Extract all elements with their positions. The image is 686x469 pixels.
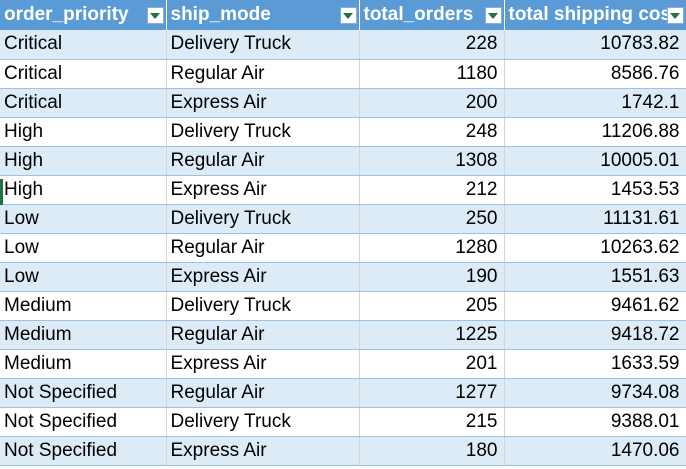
cell-total-shipping-cost[interactable]: 9418.72	[504, 320, 686, 350]
table-row: High Express Air 212 1453.53	[0, 175, 686, 205]
cell-order-priority[interactable]: Medium	[0, 349, 167, 379]
cell-total-shipping-cost[interactable]: 1742.1	[504, 88, 686, 118]
cell-total-orders[interactable]: 180	[359, 436, 505, 466]
cell-ship-mode[interactable]: Express Air	[166, 349, 360, 379]
table-row: Medium Regular Air 1225 9418.72	[0, 320, 686, 350]
cell-total-orders[interactable]: 215	[359, 407, 505, 437]
cell-ship-mode[interactable]: Delivery Truck	[166, 291, 360, 321]
cell-total-orders[interactable]: 1180	[359, 59, 505, 89]
cell-ship-mode[interactable]: Regular Air	[166, 320, 360, 350]
chevron-down-icon	[343, 12, 353, 19]
header-total-orders[interactable]: total_orders	[359, 0, 505, 30]
table-row: High Delivery Truck 248 11206.88	[0, 117, 686, 147]
table-row: Not Specified Regular Air 1277 9734.08	[0, 378, 686, 408]
cell-order-priority[interactable]: Critical	[0, 30, 167, 60]
cell-ship-mode[interactable]: Delivery Truck	[166, 204, 360, 234]
filter-dropdown-button[interactable]	[666, 7, 684, 24]
cell-ship-mode[interactable]: Express Air	[166, 262, 360, 292]
cell-ship-mode[interactable]: Express Air	[166, 175, 360, 205]
cell-total-shipping-cost[interactable]: 8586.76	[504, 59, 686, 89]
table-row: Critical Express Air 200 1742.1	[0, 88, 686, 118]
cell-total-shipping-cost[interactable]: 1551.63	[504, 262, 686, 292]
cell-order-priority[interactable]: Critical	[0, 88, 167, 118]
cell-order-priority[interactable]: High	[0, 117, 167, 147]
cell-ship-mode[interactable]: Regular Air	[166, 378, 360, 408]
cell-order-priority[interactable]: High	[0, 146, 167, 176]
cell-total-orders[interactable]: 1277	[359, 378, 505, 408]
header-label: ship_mode	[170, 4, 271, 25]
cell-total-orders[interactable]: 190	[359, 262, 505, 292]
cell-total-orders[interactable]: 1225	[359, 320, 505, 350]
cell-ship-mode[interactable]: Regular Air	[166, 59, 360, 89]
active-cell-indicator	[0, 179, 3, 205]
cell-total-shipping-cost[interactable]: 9734.08	[504, 378, 686, 408]
cell-total-shipping-cost[interactable]: 1453.53	[504, 175, 686, 205]
cell-total-orders[interactable]: 212	[359, 175, 505, 205]
cell-total-orders[interactable]: 250	[359, 204, 505, 234]
cell-order-priority[interactable]: Low	[0, 262, 167, 292]
table-row: Low Express Air 190 1551.63	[0, 262, 686, 292]
chevron-down-icon	[670, 12, 680, 19]
header-order-priority[interactable]: order_priority	[0, 0, 167, 30]
header-row: order_priority ship_mode total_orders to…	[0, 0, 686, 30]
cell-total-shipping-cost[interactable]: 11206.88	[504, 117, 686, 147]
cell-order-priority[interactable]: Medium	[0, 291, 167, 321]
table-row: Medium Delivery Truck 205 9461.62	[0, 291, 686, 321]
table-row: Medium Express Air 201 1633.59	[0, 349, 686, 379]
cell-order-priority[interactable]: Low	[0, 204, 167, 234]
cell-order-priority[interactable]: Low	[0, 233, 167, 263]
header-ship-mode[interactable]: ship_mode	[166, 0, 360, 30]
cell-total-shipping-cost[interactable]: 9461.62	[504, 291, 686, 321]
table-row: Low Delivery Truck 250 11131.61	[0, 204, 686, 234]
header-label: total_orders	[363, 4, 474, 25]
cell-total-shipping-cost[interactable]: 10263.62	[504, 233, 686, 263]
cell-total-orders[interactable]: 201	[359, 349, 505, 379]
cell-total-shipping-cost[interactable]: 10005.01	[504, 146, 686, 176]
cell-total-shipping-cost[interactable]: 11131.61	[504, 204, 686, 234]
filter-dropdown-button[interactable]	[146, 7, 164, 24]
table-row: High Regular Air 1308 10005.01	[0, 146, 686, 176]
cell-order-priority[interactable]: Not Specified	[0, 378, 167, 408]
cell-ship-mode[interactable]: Regular Air	[166, 146, 360, 176]
header-label: total shipping cos	[508, 4, 672, 25]
cell-order-priority[interactable]: Critical	[0, 59, 167, 89]
table-row: Critical Regular Air 1180 8586.76	[0, 59, 686, 89]
chevron-down-icon	[488, 12, 498, 19]
cell-order-priority[interactable]: High	[0, 175, 167, 205]
cell-total-shipping-cost[interactable]: 1633.59	[504, 349, 686, 379]
cell-total-orders[interactable]: 248	[359, 117, 505, 147]
chevron-down-icon	[150, 12, 160, 19]
cell-ship-mode[interactable]: Express Air	[166, 88, 360, 118]
header-label: order_priority	[4, 4, 129, 25]
table-body: Critical Delivery Truck 228 10783.82 Critica…	[0, 30, 686, 466]
cell-ship-mode[interactable]: Delivery Truck	[166, 30, 360, 60]
cell-order-priority[interactable]: Medium	[0, 320, 167, 350]
cell-total-orders[interactable]: 1280	[359, 233, 505, 263]
cell-total-orders[interactable]: 1308	[359, 146, 505, 176]
cell-total-shipping-cost[interactable]: 9388.01	[504, 407, 686, 437]
cell-total-orders[interactable]: 228	[359, 30, 505, 60]
cell-total-shipping-cost[interactable]: 10783.82	[504, 30, 686, 60]
cell-order-priority[interactable]: Not Specified	[0, 407, 167, 437]
cell-total-orders[interactable]: 200	[359, 88, 505, 118]
table-row: Low Regular Air 1280 10263.62	[0, 233, 686, 263]
header-total-shipping-cost[interactable]: total shipping cos	[504, 0, 686, 30]
filter-dropdown-button[interactable]	[339, 7, 357, 24]
cell-total-orders[interactable]: 205	[359, 291, 505, 321]
cell-total-shipping-cost[interactable]: 1470.06	[504, 436, 686, 466]
cell-ship-mode[interactable]: Express Air	[166, 436, 360, 466]
cell-ship-mode[interactable]: Delivery Truck	[166, 407, 360, 437]
filter-dropdown-button[interactable]	[484, 7, 502, 24]
cell-ship-mode[interactable]: Delivery Truck	[166, 117, 360, 147]
table-row: Not Specified Express Air 180 1470.06	[0, 436, 686, 466]
cell-ship-mode[interactable]: Regular Air	[166, 233, 360, 263]
table-row: Critical Delivery Truck 228 10783.82	[0, 30, 686, 60]
cell-order-priority[interactable]: Not Specified	[0, 436, 167, 466]
table-row: Not Specified Delivery Truck 215 9388.01	[0, 407, 686, 437]
